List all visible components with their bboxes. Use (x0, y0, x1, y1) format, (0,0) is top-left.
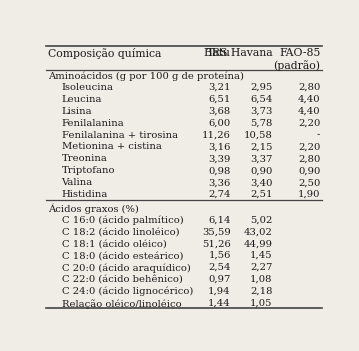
Text: 0,90: 0,90 (250, 166, 272, 175)
Text: 0,97: 0,97 (208, 275, 231, 284)
Text: 5,02: 5,02 (250, 216, 272, 225)
Text: 3,36: 3,36 (209, 178, 231, 187)
Text: 0,98: 0,98 (208, 166, 231, 175)
Text: 35,59: 35,59 (202, 227, 231, 236)
Text: 1,94: 1,94 (208, 287, 231, 296)
Text: 2,15: 2,15 (250, 143, 272, 152)
Text: C 18:1 (ácido oléico): C 18:1 (ácido oléico) (62, 239, 167, 248)
Text: C 22:0 (ácido behênico): C 22:0 (ácido behênico) (62, 275, 182, 284)
Text: 2,20: 2,20 (298, 143, 320, 152)
Text: Fenilalanina: Fenilalanina (62, 119, 124, 128)
Text: 1,44: 1,44 (208, 299, 231, 308)
Text: 3,37: 3,37 (250, 154, 272, 163)
Text: Leucina: Leucina (62, 95, 102, 104)
Text: Fenilalanina + tirosina: Fenilalanina + tirosina (62, 131, 178, 140)
Text: 6,00: 6,00 (209, 119, 231, 128)
Text: 1,90: 1,90 (298, 190, 320, 199)
Text: Ácidos graxos (%): Ácidos graxos (%) (48, 204, 139, 214)
Text: Metionina + cistina: Metionina + cistina (62, 143, 162, 152)
Text: 1,05: 1,05 (250, 299, 272, 308)
Text: 3,68: 3,68 (209, 107, 231, 116)
Text: 6,54: 6,54 (250, 95, 272, 104)
Text: 3,16: 3,16 (208, 143, 231, 152)
Text: BRS Havana: BRS Havana (204, 48, 272, 58)
Text: 2,50: 2,50 (298, 178, 320, 187)
Text: 43,02: 43,02 (244, 227, 272, 236)
Text: 2,18: 2,18 (250, 287, 272, 296)
Text: 6,14: 6,14 (208, 216, 231, 225)
Text: 3,21: 3,21 (208, 83, 231, 92)
Text: 5,78: 5,78 (250, 119, 272, 128)
Text: 44,99: 44,99 (243, 239, 272, 248)
Text: Aminoácidos (g por 100 g de proteína): Aminoácidos (g por 100 g de proteína) (48, 71, 244, 81)
Text: 2,95: 2,95 (250, 83, 272, 92)
Text: 1,45: 1,45 (250, 251, 272, 260)
Text: C 20:0 (ácido araquídico): C 20:0 (ácido araquídico) (62, 263, 190, 272)
Text: Histidina: Histidina (62, 190, 108, 199)
Text: 2,80: 2,80 (298, 83, 320, 92)
Text: 4,40: 4,40 (298, 95, 320, 104)
Text: 6,51: 6,51 (208, 95, 231, 104)
Text: 2,54: 2,54 (208, 263, 231, 272)
Text: FAO-85
(padrão): FAO-85 (padrão) (273, 48, 320, 71)
Text: C 24:0 (ácido lignocérico): C 24:0 (ácido lignocérico) (62, 287, 193, 296)
Text: 2,51: 2,51 (250, 190, 272, 199)
Text: Relação oléico/linoléico: Relação oléico/linoléico (62, 299, 181, 309)
Text: 0,90: 0,90 (298, 166, 320, 175)
Text: Tatu: Tatu (207, 48, 231, 58)
Text: C 16:0 (ácido palmítico): C 16:0 (ácido palmítico) (62, 216, 183, 225)
Text: 2,80: 2,80 (298, 154, 320, 163)
Text: 1,08: 1,08 (250, 275, 272, 284)
Text: 2,27: 2,27 (250, 263, 272, 272)
Text: 51,26: 51,26 (202, 239, 231, 248)
Text: Composição química: Composição química (48, 48, 161, 59)
Text: 1,56: 1,56 (208, 251, 231, 260)
Text: 3,39: 3,39 (208, 154, 231, 163)
Text: -: - (317, 131, 320, 140)
Text: 3,73: 3,73 (250, 107, 272, 116)
Text: 4,40: 4,40 (298, 107, 320, 116)
Text: Triptofano: Triptofano (62, 166, 115, 175)
Text: 2,74: 2,74 (208, 190, 231, 199)
Text: 11,26: 11,26 (202, 131, 231, 140)
Text: 10,58: 10,58 (244, 131, 272, 140)
Text: Lisina: Lisina (62, 107, 92, 116)
Text: 2,20: 2,20 (298, 119, 320, 128)
Text: Treonina: Treonina (62, 154, 107, 163)
Text: C 18:0 (ácido esteárico): C 18:0 (ácido esteárico) (62, 251, 183, 260)
Text: Isoleucina: Isoleucina (62, 83, 113, 92)
Text: Valina: Valina (62, 178, 93, 187)
Text: 3,40: 3,40 (250, 178, 272, 187)
Text: C 18:2 (ácido linoléico): C 18:2 (ácido linoléico) (62, 227, 179, 236)
